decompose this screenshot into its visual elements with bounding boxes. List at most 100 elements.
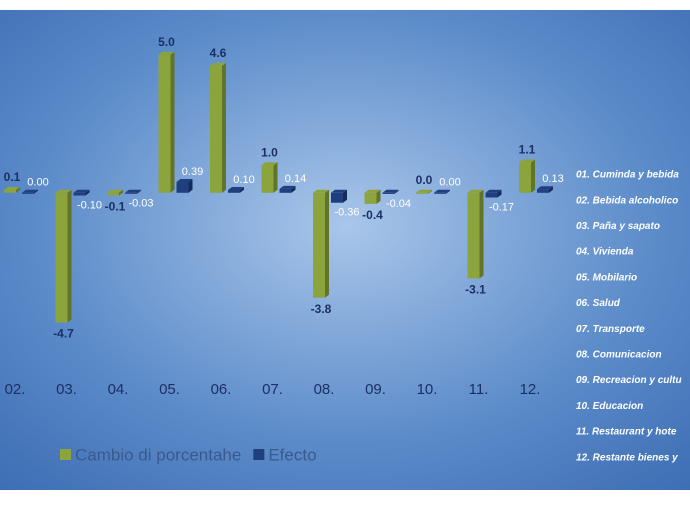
bar-top	[279, 185, 296, 189]
bar	[416, 192, 428, 194]
bar-side	[343, 189, 347, 203]
x-tick-label: 04.	[108, 381, 129, 398]
bar-side	[428, 189, 432, 194]
legend-label: Efecto	[268, 445, 316, 464]
bar	[210, 65, 222, 193]
plot-background	[0, 10, 690, 490]
value-label: 0.00	[27, 177, 48, 189]
bar-side	[325, 189, 329, 298]
bar-side	[222, 62, 226, 193]
value-label: -0.17	[489, 201, 514, 213]
bar	[22, 192, 34, 194]
bar-side	[240, 187, 244, 193]
bar	[176, 182, 189, 193]
value-label: 0.13	[542, 173, 563, 185]
bar-top	[22, 189, 38, 193]
bar-side	[67, 189, 72, 323]
bar-top	[519, 159, 535, 163]
value-label: 1.0	[261, 145, 278, 159]
value-label: -0.04	[386, 198, 411, 210]
bar-top	[467, 189, 484, 193]
bar-top	[331, 189, 347, 193]
bar-side	[273, 162, 278, 193]
value-label: 0.14	[285, 173, 306, 185]
bar	[107, 192, 119, 196]
note: 06. Salud	[576, 298, 621, 309]
value-label: -0.4	[362, 208, 383, 222]
value-label: -4.7	[53, 327, 74, 341]
value-label: 0.10	[233, 174, 254, 186]
value-label: -0.03	[128, 198, 153, 210]
note: 10. Educacion	[576, 401, 643, 412]
bar-side	[479, 189, 484, 279]
x-tick-label: 12.	[520, 381, 541, 398]
value-label: 0.00	[439, 177, 460, 189]
legend-label: Cambio di porcentahe	[75, 445, 241, 464]
bar-side	[188, 179, 193, 193]
legend-swatch	[60, 449, 71, 460]
note: 12. Restante bienes y	[576, 452, 678, 463]
bar	[261, 165, 274, 193]
x-tick-label: 02.	[5, 381, 26, 398]
note: 05. Mobilario	[576, 272, 637, 283]
note: 04. Vivienda	[576, 247, 634, 258]
bar	[485, 192, 498, 198]
bar-side	[170, 51, 175, 193]
x-tick-label: 05.	[159, 381, 180, 398]
x-tick-label: 10.	[417, 381, 438, 398]
bar-side	[85, 189, 90, 196]
bar-top	[228, 187, 244, 191]
x-tick-label: 06.	[211, 381, 232, 398]
bar-top	[176, 179, 193, 183]
bar-side	[137, 189, 141, 194]
bar-top	[416, 189, 432, 193]
x-tick-label: 11.	[469, 381, 489, 398]
bar-top	[261, 162, 278, 166]
bar-side	[446, 189, 450, 194]
note: 02. Bebida alcoholico	[576, 195, 678, 206]
value-label: 5.0	[158, 35, 175, 49]
bar-side	[376, 189, 381, 204]
value-label: -3.8	[311, 302, 332, 316]
legend-swatch	[253, 449, 265, 460]
x-tick-label: 08.	[314, 381, 335, 398]
bar	[125, 192, 137, 194]
bar-side	[119, 189, 123, 196]
value-label: -0.10	[77, 199, 102, 211]
bar	[434, 192, 446, 194]
bar-top	[537, 186, 553, 190]
note: 09. Recreacion y cultu	[576, 375, 682, 386]
bar-side	[34, 189, 38, 194]
bar-top	[107, 189, 123, 193]
bar-top	[158, 51, 175, 55]
bar-top	[485, 189, 502, 193]
bar-side	[291, 185, 296, 193]
x-tick-label: 03.	[56, 381, 77, 398]
bar-side	[531, 159, 535, 193]
note: 08. Comunicacion	[576, 350, 662, 361]
bar-side	[497, 189, 502, 198]
bar	[4, 190, 16, 193]
bar	[313, 192, 325, 298]
bar	[467, 192, 480, 279]
bar-top	[313, 189, 329, 193]
bar-top	[382, 189, 399, 193]
value-label: 4.6	[210, 46, 227, 60]
bar	[158, 54, 171, 193]
bar-top	[125, 189, 141, 193]
bar-side	[394, 189, 399, 194]
x-tick-label: 09.	[365, 381, 386, 398]
bar-top	[55, 189, 72, 193]
bar	[331, 192, 343, 203]
value-label: -0.1	[105, 200, 126, 214]
bar	[55, 192, 68, 323]
x-tick-label: 07.	[262, 381, 283, 398]
bar-top	[364, 189, 381, 193]
note: 01. Cuminda y bebida	[576, 170, 679, 181]
bar	[537, 189, 549, 193]
note: 11. Restaurant y hote	[576, 427, 677, 438]
bar-top	[210, 62, 226, 66]
value-label: 0.0	[416, 173, 433, 187]
bar-top	[4, 187, 20, 191]
